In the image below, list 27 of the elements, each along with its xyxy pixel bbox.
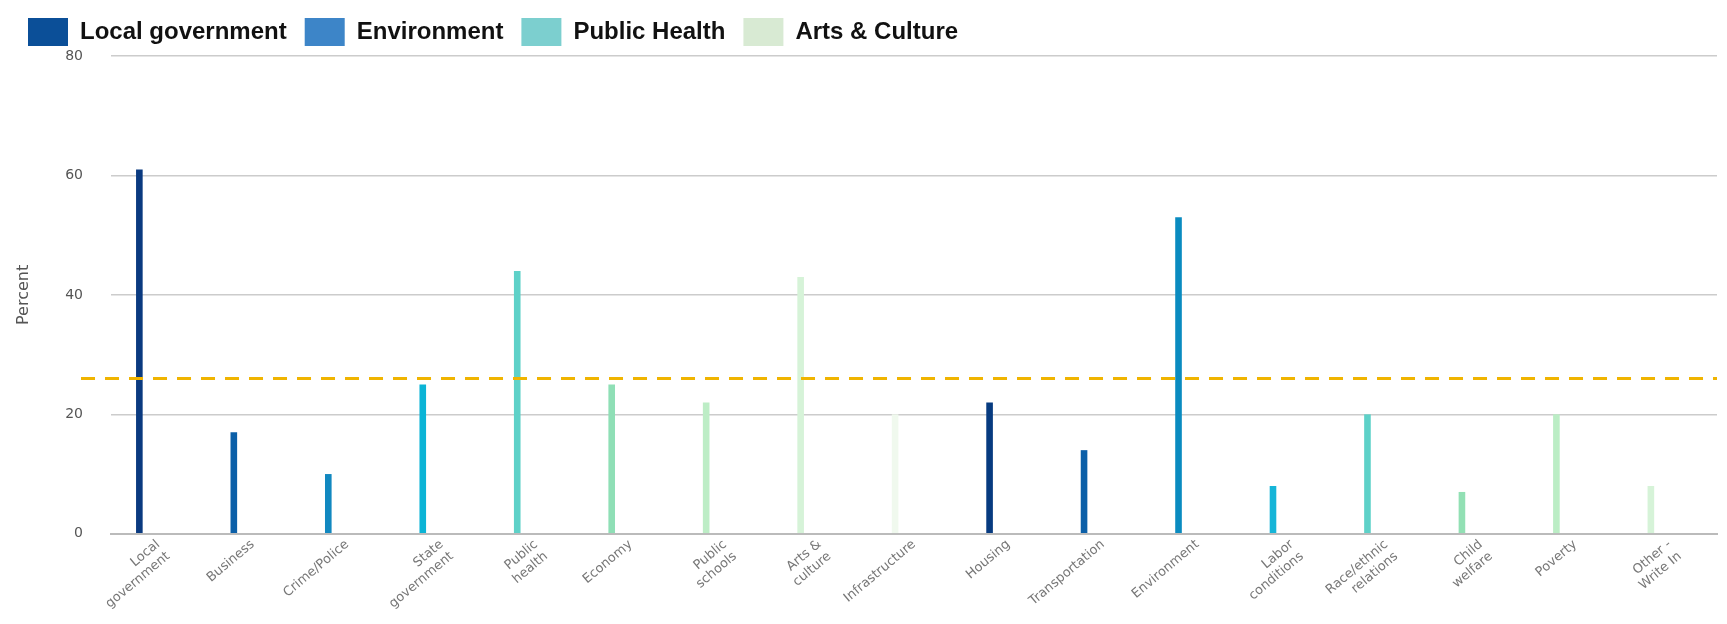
bar — [608, 384, 616, 534]
bar — [891, 414, 899, 534]
y-tick-label: 40 — [65, 285, 84, 302]
bar — [1080, 450, 1088, 534]
bar — [1553, 414, 1560, 534]
bar — [513, 270, 521, 534]
bar — [324, 474, 332, 534]
bar — [1269, 485, 1277, 534]
legend-label: Environment — [356, 16, 504, 44]
bar — [136, 169, 143, 534]
bar — [1364, 414, 1371, 534]
y-axis-title: Percent — [12, 264, 32, 325]
legend-label: Local government — [80, 16, 287, 44]
y-tick-label: 0 — [74, 524, 84, 541]
legend-label: Public Health — [573, 16, 726, 44]
bar — [797, 276, 804, 534]
bar — [1175, 217, 1182, 534]
bar — [230, 432, 238, 534]
bar — [1458, 491, 1466, 534]
legend-label: Arts & Culture — [795, 16, 959, 44]
bar — [1647, 485, 1655, 534]
bar — [419, 384, 427, 534]
y-tick-label: 80 — [65, 46, 84, 63]
bar — [986, 402, 993, 534]
y-tick-label: 20 — [65, 404, 84, 421]
y-tick-label: 60 — [65, 166, 84, 183]
bar — [702, 402, 710, 534]
